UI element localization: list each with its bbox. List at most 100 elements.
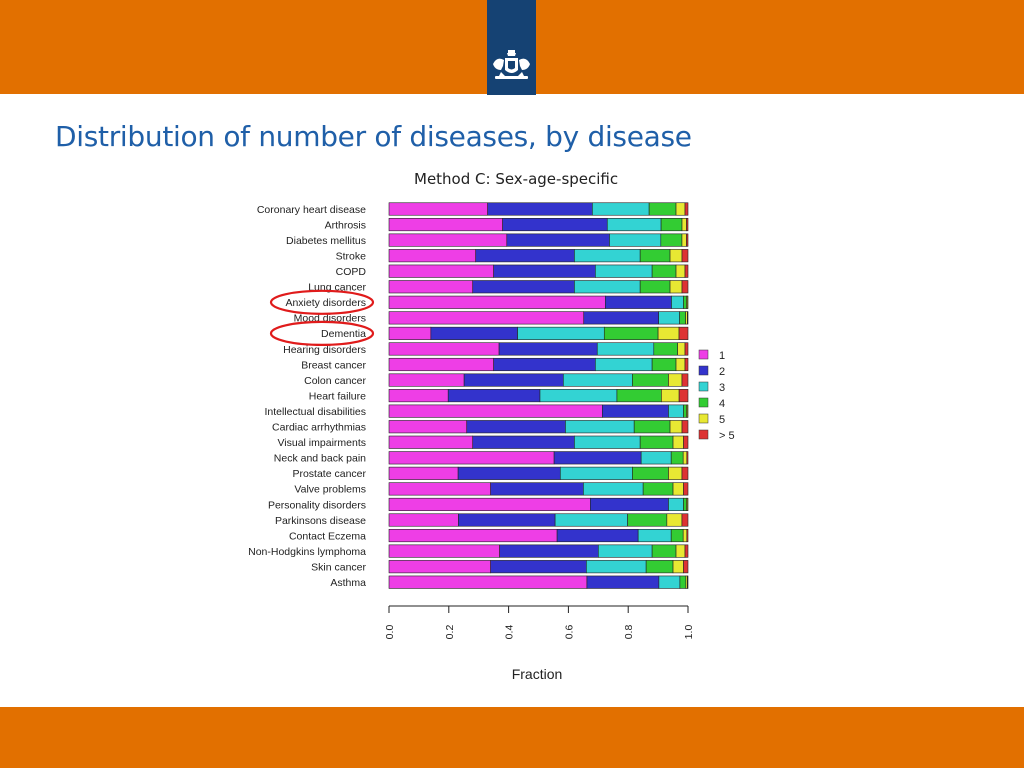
category-label-diabetes-mellitus: Diabetes mellitus	[286, 235, 366, 247]
bar-segment-heart-failure-5	[661, 389, 680, 403]
bar-segment-asthma-5	[687, 575, 689, 589]
x-tick-label-0-8: 0.8	[623, 625, 635, 640]
bar-segment-parkinsons-disease-4	[627, 513, 668, 527]
bar-segment-hearing-disorders-5	[684, 342, 689, 356]
bar-segment-mood-disorders-3	[658, 311, 680, 325]
bar-segment-heart-failure-1	[388, 389, 449, 403]
bar-segment-parkinsons-disease-2	[458, 513, 556, 527]
bar-segment-contact-eczema-5	[686, 528, 689, 543]
bar-segment-stroke-3	[574, 249, 641, 263]
bar-segment-breast-cancer-4	[651, 357, 677, 372]
bar-segment-diabetes-mellitus-3	[609, 233, 662, 247]
bar-segment-contact-eczema-5	[682, 528, 688, 543]
bar-segment-hearing-disorders-4	[653, 342, 678, 356]
bar-segment-personality-disorders-3	[668, 497, 684, 512]
bar-segment-contact-eczema-1	[388, 528, 558, 543]
bar-segment-copd-5	[675, 264, 686, 278]
bar-segment-heart-failure-2	[447, 389, 541, 403]
bar-segment-mood-disorders-1	[388, 311, 585, 325]
bar-segment-parkinsons-disease-1	[388, 513, 459, 527]
bar-segment-coronary-heart-disease-1	[388, 202, 488, 216]
bar-segment-valve-problems-2	[490, 482, 584, 496]
bar-segment-lung-cancer-5	[681, 280, 689, 294]
bar-segment-arthrosis-5	[681, 218, 687, 232]
category-label-neck-and-back-pain: Neck and back pain	[274, 453, 366, 465]
bar-segment-hearing-disorders-5	[677, 342, 686, 356]
bar-segment-coronary-heart-disease-3	[592, 202, 650, 216]
category-label-arthrosis: Arthrosis	[325, 219, 366, 231]
bar-segment-non-hodgkins-lymphoma-3	[597, 544, 653, 558]
category-label-breast-cancer: Breast cancer	[301, 359, 366, 371]
footer-bar	[0, 707, 1024, 768]
bar-segment-copd-1	[388, 264, 494, 278]
category-label-parkinsons-disease: Parkinsons disease	[275, 515, 366, 527]
bar-segment-lung-cancer-5	[669, 280, 683, 294]
legend-label-2: 2	[719, 366, 725, 378]
x-tick-label-0-0: 0.0	[384, 625, 396, 640]
chart-subtitle: Method C: Sex-age-specific	[414, 170, 619, 188]
bar-segment-non-hodgkins-lymphoma-4	[651, 544, 677, 558]
bar-segment-dementia-5	[657, 326, 680, 340]
bar-segment-colon-cancer-5	[681, 373, 689, 387]
category-label-non-hodgkins-lymphoma: Non-Hodgkins lymphoma	[248, 546, 366, 558]
bar-segment-colon-cancer-2	[463, 373, 564, 387]
bar-segment-neck-and-back-pain-5	[682, 451, 688, 465]
bar-segment-non-hodgkins-lymphoma-5	[684, 544, 689, 558]
bar-segment-breast-cancer-5	[675, 357, 686, 372]
bar-segment-anxiety-disorders-4	[683, 295, 687, 309]
bar-segment-prostate-cancer-4	[632, 466, 669, 480]
bar-segment-skin-cancer-1	[388, 560, 491, 574]
bar-segment-parkinsons-disease-5	[666, 513, 683, 527]
legend-swatch-4	[698, 397, 709, 408]
bar-segment-asthma-4	[679, 575, 687, 589]
bar-segment-asthma-2	[586, 575, 660, 589]
bar-segment-arthrosis-5	[686, 218, 689, 232]
bar-segment-coronary-heart-disease-2	[487, 202, 593, 216]
bar-segment-mood-disorders-2	[583, 311, 659, 325]
bar-segment-copd-4	[651, 264, 677, 278]
bar-segment-heart-failure-5	[678, 389, 689, 403]
category-label-skin-cancer: Skin cancer	[311, 561, 366, 573]
x-tick-label-0-2: 0.2	[444, 625, 456, 640]
bar-segment-copd-2	[493, 264, 596, 278]
bar-segment-personality-disorders-1	[388, 497, 591, 512]
bar-segment-valve-problems-1	[388, 482, 491, 496]
category-label-stroke: Stroke	[336, 250, 367, 262]
category-label-colon-cancer: Colon cancer	[304, 375, 366, 387]
highlight-circle-dementia	[269, 320, 375, 346]
bar-segment-cardiac-arrhythmias-3	[565, 420, 635, 434]
category-label-valve-problems: Valve problems	[294, 484, 366, 496]
bar-segment-diabetes-mellitus-2	[506, 233, 610, 247]
bar-segment-neck-and-back-pain-4	[670, 451, 684, 465]
bar-segment-breast-cancer-2	[493, 357, 596, 372]
bar-segment-anxiety-disorders-3	[671, 295, 684, 309]
bar-segment-skin-cancer-5	[672, 560, 684, 574]
bar-segment-parkinsons-disease-3	[554, 513, 628, 527]
bar-segment-cardiac-arrhythmias-2	[466, 420, 566, 434]
bar-segment-contact-eczema-4	[670, 528, 684, 543]
bar-segment-intellectual-disabilities-1	[388, 404, 603, 418]
bar-segment-skin-cancer-3	[586, 560, 647, 574]
category-label-prostate-cancer: Prostate cancer	[292, 468, 366, 480]
bar-segment-dementia-4	[603, 326, 659, 340]
bar-segment-anxiety-disorders-1	[388, 295, 606, 309]
bar-segment-stroke-4	[639, 249, 671, 263]
bar-segment-visual-impairments-1	[388, 435, 474, 449]
x-tick-label-1-0: 1.0	[683, 625, 695, 640]
bar-segment-breast-cancer-3	[595, 357, 653, 372]
bar-segment-cardiac-arrhythmias-4	[633, 420, 671, 434]
x-tick-label-0-4: 0.4	[504, 625, 516, 640]
government-logo	[487, 0, 536, 95]
bar-segment-dementia-1	[388, 326, 432, 340]
bar-segment-neck-and-back-pain-1	[388, 451, 555, 465]
bar-segment-diabetes-mellitus-5	[686, 233, 689, 247]
bar-segment-skin-cancer-5	[683, 560, 689, 574]
legend-label-3: 3	[719, 382, 725, 394]
bar-segment-contact-eczema-3	[637, 528, 672, 543]
highlight-circle-anxiety-disorders	[269, 289, 375, 315]
legend-label-5: 5	[719, 414, 725, 426]
bar-segment-diabetes-mellitus-4	[660, 233, 683, 247]
x-axis-title: Fraction	[512, 666, 563, 682]
bar-segment-prostate-cancer-5	[668, 466, 683, 480]
bar-segment-skin-cancer-2	[490, 560, 587, 574]
